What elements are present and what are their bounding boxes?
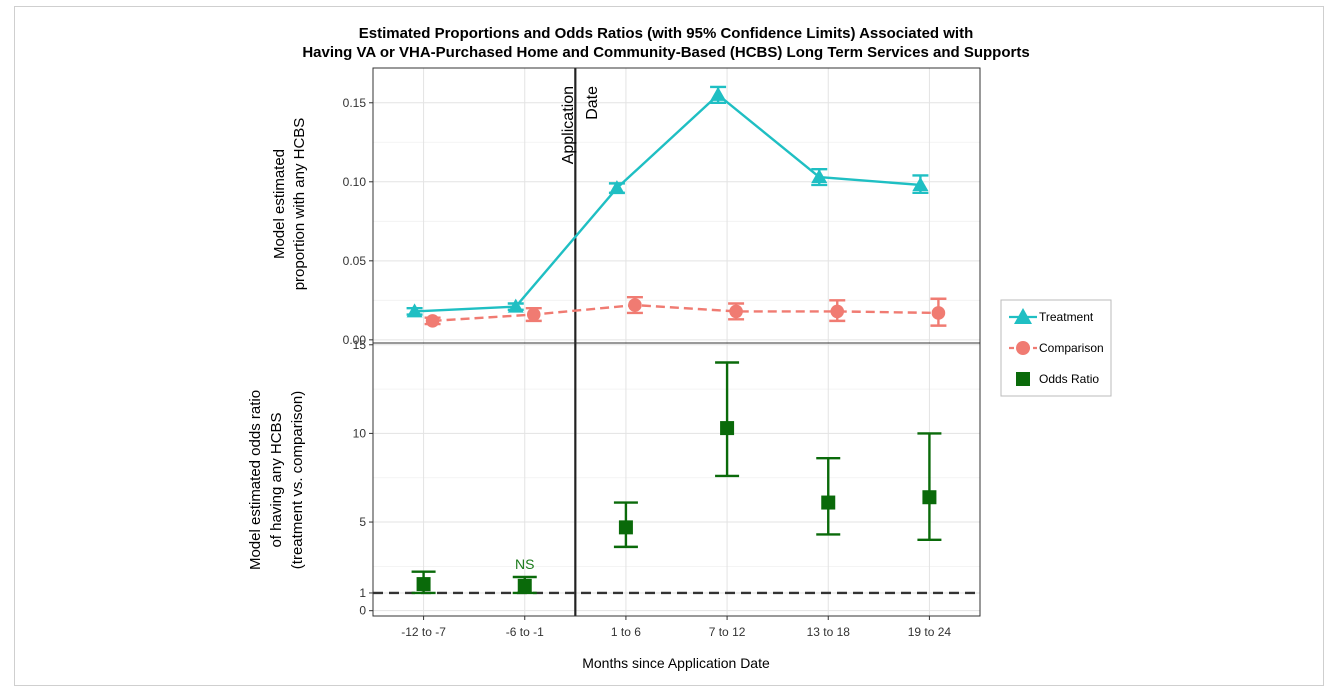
bottom-y-tick-label: 0 <box>359 604 366 618</box>
bottom-y-tick-label: 15 <box>353 338 367 352</box>
application-date-label-line-2: Date <box>584 86 601 120</box>
x-tick-label: 7 to 12 <box>709 625 746 639</box>
x-tick-label: 13 to 18 <box>807 625 851 639</box>
treatment-point-3 <box>608 180 625 195</box>
odds-ratio-point-2 <box>517 578 532 593</box>
application-date-label-line-1: Application <box>560 86 577 164</box>
comparison-point-2 <box>526 307 541 322</box>
top-y-axis-title-line-2: proportion with any HCBS <box>291 118 308 291</box>
x-tick-label: 1 to 6 <box>611 625 641 639</box>
bottom-panel-border <box>372 342 981 617</box>
legend-label-treatment: Treatment <box>1039 310 1094 324</box>
odds-ratio-point-5 <box>821 495 836 510</box>
series-line-comparison <box>432 303 939 323</box>
chart-marks: NS <box>373 68 980 616</box>
odds-ratio-point-6 <box>922 490 937 505</box>
comparison-point-1 <box>425 314 440 328</box>
top-panel-grid <box>373 68 980 343</box>
bottom-y-axis-title-line-3: (treatment vs. comparison) <box>289 391 306 569</box>
x-axis-title: Months since Application Date <box>582 655 770 671</box>
bottom-y-tick-label: 10 <box>353 426 367 440</box>
bottom-panel-grid <box>373 343 980 616</box>
bottom-y-tick-label: 5 <box>359 515 366 529</box>
top-y-tick-label: 0.10 <box>343 175 367 189</box>
top-y-tick-label: 0.05 <box>343 254 367 268</box>
series-line-treatment <box>414 93 921 313</box>
legend-key-treatment <box>1014 308 1032 324</box>
chart-title-line-2: Having VA or VHA-Purchased Home and Comm… <box>302 44 1030 61</box>
bottom-y-axis-title-line-2: of having any HCBS <box>268 412 285 547</box>
comparison-point-6 <box>931 306 946 320</box>
top-panel-border <box>372 67 981 344</box>
legend-key-comparison <box>1016 341 1030 355</box>
legend: Treatment Comparison Odds Ratio <box>1000 299 1112 397</box>
ns-annotation: NS <box>515 556 534 572</box>
treatment-point-5 <box>811 169 828 184</box>
bottom-y-tick-label: 1 <box>359 586 366 600</box>
bottom-y-axis-title-line-1: Model estimated odds ratio <box>247 390 264 570</box>
treatment-point-6 <box>912 176 929 191</box>
chart-title: Estimated Proportions and Odds Ratios (w… <box>0 24 1332 62</box>
treatment-point-1 <box>406 303 423 318</box>
chart-title-line-1: Estimated Proportions and Odds Ratios (w… <box>358 25 974 42</box>
top-y-tick-label: 0.00 <box>343 333 367 347</box>
x-tick-label: -12 to -7 <box>401 625 446 639</box>
comparison-point-4 <box>729 304 743 319</box>
comparison-point-3 <box>628 298 642 312</box>
legend-label-odds-ratio: Odds Ratio <box>1039 372 1099 386</box>
comparison-point-5 <box>830 304 845 319</box>
x-tick-label: 19 to 24 <box>908 625 952 639</box>
treatment-point-2 <box>507 298 524 313</box>
top-y-axis-title-line-1: Model estimated <box>271 149 288 259</box>
odds-ratio-point-1 <box>416 577 431 592</box>
odds-ratio-point-3 <box>618 520 633 535</box>
figure-frame <box>14 6 1324 686</box>
treatment-point-4 <box>710 86 727 101</box>
legend-key-odds-ratio <box>1016 372 1030 386</box>
top-y-tick-label: 0.15 <box>343 96 367 110</box>
odds-ratio-point-4 <box>720 421 735 436</box>
x-tick-label: -6 to -1 <box>506 625 544 639</box>
legend-label-comparison: Comparison <box>1039 341 1104 355</box>
